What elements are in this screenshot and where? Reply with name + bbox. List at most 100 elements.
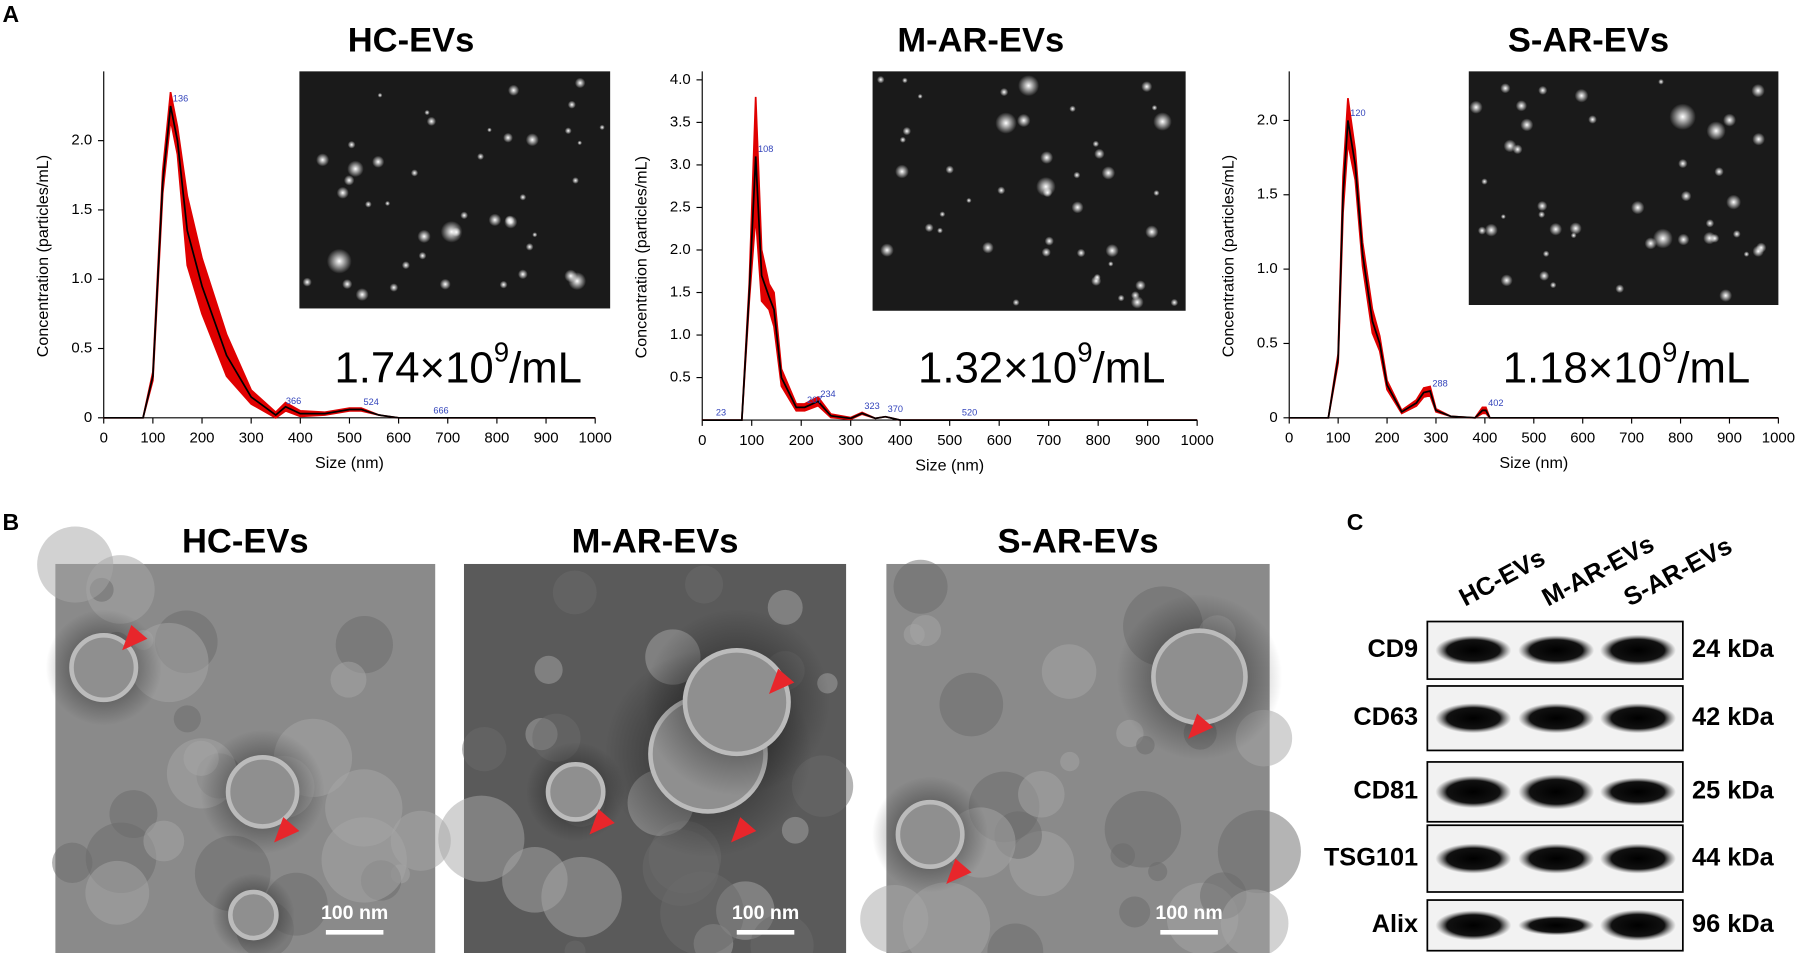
concentration-part: /mL	[1677, 343, 1750, 392]
x-tick-label: 900	[1135, 432, 1160, 449]
particle	[1723, 113, 1737, 127]
x-tick-label: 800	[484, 429, 509, 446]
peak-label: 520	[962, 408, 977, 418]
concentration-part: 9	[1077, 337, 1092, 368]
chart: 0 100 200 300 400 500 600 700 800 900 1000 0.5 1.0 1.…	[633, 22, 1214, 475]
particle	[365, 200, 372, 208]
particle	[1073, 171, 1081, 179]
y-axis-label: Concentration (particles/mL)	[34, 155, 52, 357]
particle	[1680, 190, 1692, 202]
blot-band	[1435, 635, 1512, 666]
particle	[1500, 214, 1506, 220]
x-tick-label: 400	[288, 429, 313, 446]
arrow	[1187, 713, 1214, 739]
particle	[1549, 281, 1557, 289]
blot-band	[1599, 909, 1676, 941]
particle	[1570, 232, 1577, 239]
particle	[1719, 289, 1733, 302]
particle	[377, 92, 383, 98]
x-axis-label: Size (nm)	[315, 454, 384, 472]
nta-image	[872, 71, 1186, 311]
particle	[902, 126, 912, 136]
blot-band	[1599, 777, 1676, 807]
particle	[937, 227, 943, 234]
y-tick-label: 1.0	[1257, 260, 1278, 277]
texture	[173, 705, 201, 733]
particle	[1515, 100, 1528, 112]
particle	[1069, 105, 1076, 113]
arrow	[946, 858, 972, 884]
texture	[660, 871, 744, 953]
y-tick-label: 2.0	[670, 241, 691, 258]
particle	[343, 175, 355, 186]
particle	[1500, 274, 1513, 287]
protein-label: Alix	[1372, 910, 1418, 938]
particle	[439, 278, 451, 290]
particle	[1588, 115, 1597, 124]
x-tick-label: 800	[1086, 432, 1111, 449]
texture	[1060, 751, 1080, 772]
particle	[1549, 222, 1563, 236]
x-tick-label: 600	[1570, 429, 1595, 446]
blot-band	[1518, 843, 1595, 874]
particle	[417, 229, 431, 244]
particle	[1669, 103, 1696, 130]
particle	[1537, 200, 1548, 212]
vesicle	[69, 633, 139, 703]
y-tick-label: 2.0	[1257, 111, 1278, 128]
tem-title: S-AR-EVs	[997, 522, 1158, 560]
particle	[1705, 219, 1715, 228]
particle	[1131, 291, 1140, 300]
texture	[534, 655, 563, 684]
particle	[347, 160, 364, 178]
texture	[335, 616, 393, 674]
tem-title: HC-EVs	[182, 522, 309, 560]
particle	[302, 277, 312, 287]
particle	[1644, 237, 1657, 250]
peak-label: 207	[807, 395, 822, 405]
panel-label: A	[2, 1, 19, 27]
particle	[1076, 248, 1086, 258]
particle	[410, 169, 419, 177]
vesicle	[895, 799, 965, 869]
x-tick-label: 0	[698, 432, 706, 449]
particle	[401, 261, 410, 270]
size-label: 42 kDa	[1692, 703, 1775, 731]
texture	[552, 570, 597, 615]
arrow	[768, 668, 795, 695]
particle	[488, 213, 502, 227]
particle	[567, 100, 576, 109]
particle	[1726, 194, 1742, 210]
texture	[939, 672, 1004, 737]
size-label: 96 kDa	[1692, 910, 1775, 938]
tem-title: M-AR-EVs	[572, 522, 739, 560]
particle	[460, 211, 469, 220]
particle	[342, 279, 353, 290]
particle	[1135, 280, 1146, 291]
size-label: 25 kDa	[1692, 777, 1775, 805]
particle	[336, 186, 349, 199]
particle	[1105, 244, 1119, 258]
particle	[924, 223, 934, 233]
concentration-part: /mL	[1093, 343, 1166, 392]
particle	[1569, 222, 1582, 235]
particle	[1091, 275, 1102, 286]
particle	[1012, 299, 1020, 306]
x-tick-label: 500	[1521, 429, 1546, 446]
size-label: 44 kDa	[1692, 843, 1775, 871]
x-tick-label: 100	[739, 432, 764, 449]
texture	[987, 923, 1044, 953]
y-tick-label: 1.5	[670, 283, 691, 300]
blot-band	[1518, 635, 1595, 666]
particle	[1732, 230, 1741, 238]
texture	[85, 860, 150, 925]
x-tick-label: 900	[534, 429, 559, 446]
line	[1289, 120, 1779, 419]
particle	[389, 283, 399, 292]
particle	[577, 140, 583, 146]
particle	[1153, 112, 1172, 131]
peak-label: 323	[864, 401, 879, 411]
concentration: 1.32×109/mL	[918, 337, 1166, 392]
blot-band	[1435, 775, 1512, 809]
